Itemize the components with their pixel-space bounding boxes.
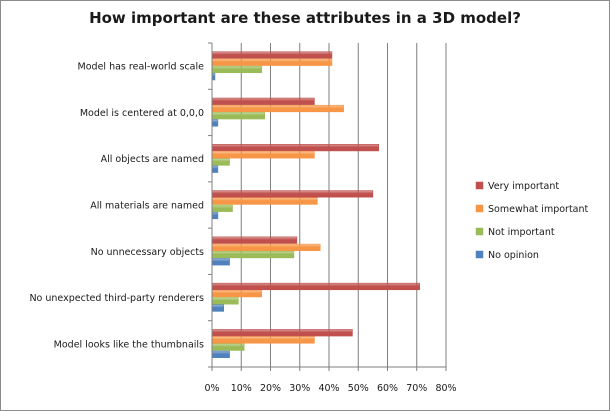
bar-very-important-all-objects-are-named xyxy=(211,144,380,152)
bar-no-opinion-all-objects-are-named xyxy=(211,165,219,173)
bar-very-important-all-materials-are-named xyxy=(211,190,374,198)
bar-somewhat-important-model-is-centered-at-0-0-0 xyxy=(211,104,344,113)
legend-label-not-important: Not important xyxy=(488,227,555,238)
bar-very-important-no-unexpected-third-party-renderers xyxy=(211,282,420,291)
bar-not-important-model-looks-like-the-thumbnails xyxy=(211,343,245,351)
gridlines xyxy=(240,43,447,367)
x-tick-label: 20% xyxy=(260,383,281,394)
bar-not-important-no-unnecessary-objects xyxy=(211,250,295,259)
x-tick-label: 30% xyxy=(289,383,310,394)
category-label: Model has real-world scale xyxy=(78,62,205,73)
legend: Very important Somewhat important Not impo… xyxy=(475,181,589,261)
legend-swatch-somewhat-important xyxy=(475,204,484,213)
bar-very-important-no-unnecessary-objects xyxy=(211,236,298,244)
x-tick-label: 50% xyxy=(348,383,369,394)
bar-somewhat-important-all-materials-are-named xyxy=(211,197,318,205)
bar-no-opinion-no-unnecessary-objects xyxy=(211,258,230,266)
bar-very-important-model-is-centered-at-0-0-0 xyxy=(211,97,315,105)
x-tick-label: 60% xyxy=(377,383,398,394)
bar-not-important-no-unexpected-third-party-renderers xyxy=(211,297,239,305)
bar-somewhat-important-no-unnecessary-objects xyxy=(211,243,321,251)
bar-no-opinion-all-materials-are-named xyxy=(211,211,219,220)
bar-somewhat-important-no-unexpected-third-party-renderers xyxy=(211,290,263,298)
legend-label-very-important: Very important xyxy=(488,181,559,192)
category-label: Model looks like the thumbnails xyxy=(54,339,204,350)
bar-somewhat-important-model-looks-like-the-thumbnails xyxy=(211,336,315,344)
bar-no-opinion-no-unexpected-third-party-renderers xyxy=(211,304,224,312)
bar-no-opinion-model-is-centered-at-0-0-0 xyxy=(211,119,219,127)
axes xyxy=(208,42,447,371)
legend-swatch-very-important xyxy=(475,181,484,190)
category-label: Model is centered at 0,0,0 xyxy=(80,108,204,119)
tick-labels: 0% 10% 20% 30% 40% 50% 60% 70% 80% xyxy=(204,383,456,394)
category-labels: Model has real-world scale Model is cente… xyxy=(29,62,204,351)
bar-very-important-model-has-real-world-scale xyxy=(211,51,333,59)
category-label: All objects are named xyxy=(101,154,204,165)
category-label: No unexpected third-party renderers xyxy=(29,293,204,304)
chart-title: How important are these attributes in a … xyxy=(89,9,521,27)
bar-somewhat-important-model-has-real-world-scale xyxy=(211,58,333,66)
x-tick-label: 80% xyxy=(435,383,456,394)
category-label: All materials are named xyxy=(90,201,204,212)
bar-not-important-all-materials-are-named xyxy=(211,204,233,212)
legend-label-somewhat-important: Somewhat important xyxy=(488,204,589,215)
bars xyxy=(211,51,420,358)
x-tick-label: 0% xyxy=(204,383,219,394)
legend-swatch-no-opinion xyxy=(475,250,484,259)
bar-very-important-model-looks-like-the-thumbnails xyxy=(211,329,353,337)
x-tick-label: 10% xyxy=(231,383,252,394)
legend-swatch-not-important xyxy=(475,227,484,236)
category-label: No unnecessary objects xyxy=(91,247,204,258)
bar-no-opinion-model-looks-like-the-thumbnails xyxy=(211,350,230,358)
bar-not-important-model-has-real-world-scale xyxy=(211,65,263,74)
legend-label-no-opinion: No opinion xyxy=(488,250,539,261)
x-tick-label: 70% xyxy=(406,383,427,394)
bar-somewhat-important-all-objects-are-named xyxy=(211,151,315,159)
bar-not-important-all-objects-are-named xyxy=(211,158,230,166)
bar-not-important-model-is-centered-at-0-0-0 xyxy=(211,112,265,120)
x-tick-label: 40% xyxy=(318,383,339,394)
